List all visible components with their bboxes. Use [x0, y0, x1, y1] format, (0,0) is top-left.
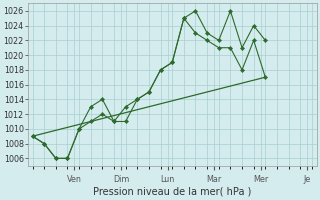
X-axis label: Pression niveau de la mer( hPa ): Pression niveau de la mer( hPa ) — [93, 187, 252, 197]
